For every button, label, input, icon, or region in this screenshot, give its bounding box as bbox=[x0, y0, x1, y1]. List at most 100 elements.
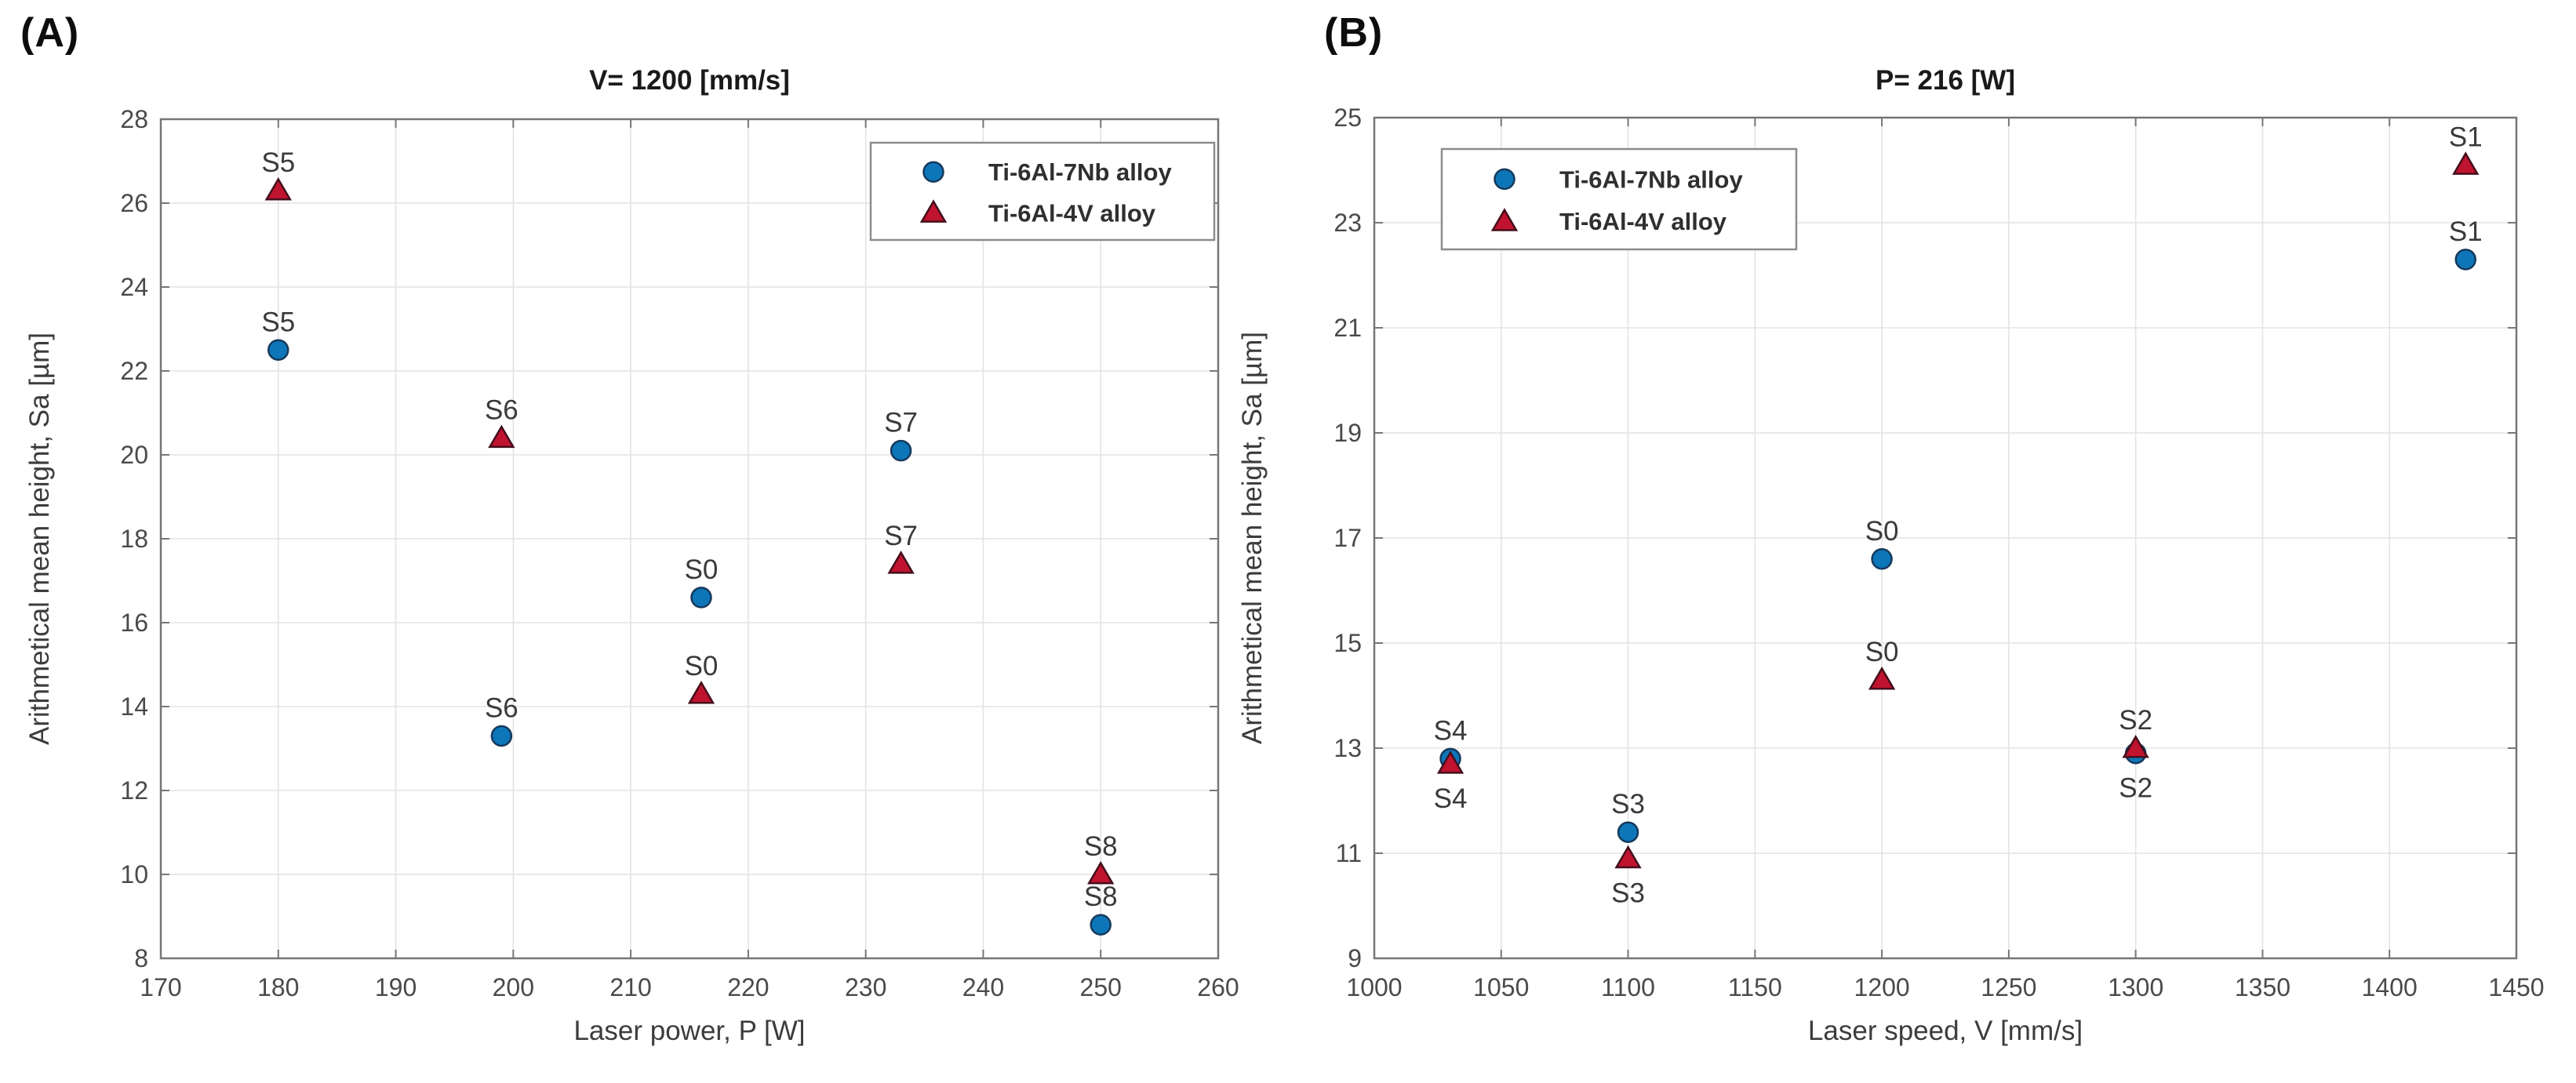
y-tick-label: 28 bbox=[120, 105, 148, 133]
x-tick-label: 1250 bbox=[1981, 973, 2036, 1001]
data-point-label-S3: S3 bbox=[1611, 878, 1645, 909]
legend-a: Ti-6Al-7Nb alloy Ti-6Al-4V alloy bbox=[869, 141, 1216, 242]
data-point-marker-S0 bbox=[687, 680, 715, 704]
x-axis-label-b: Laser speed, V [mm/s] bbox=[1808, 1016, 2083, 1046]
legend-box-a bbox=[869, 141, 1216, 242]
x-tick-label: 1450 bbox=[2488, 973, 2544, 1001]
data-point-label-S6: S6 bbox=[485, 395, 518, 426]
data-point-label-S1: S1 bbox=[2449, 122, 2483, 152]
data-point-marker-S8 bbox=[1090, 914, 1112, 936]
panel-label-b: (B) bbox=[1324, 10, 1384, 56]
data-point-marker-S6 bbox=[490, 725, 513, 747]
y-tick-label: 18 bbox=[120, 525, 148, 553]
panel-a: 170 180 190 200 210 220 230 240 250 260 8 10 12 14 16 1… bbox=[24, 65, 1239, 1046]
data-point-label-S3: S3 bbox=[1611, 789, 1645, 820]
y-tick-label: 16 bbox=[120, 609, 148, 637]
legend-marker-triangle bbox=[1490, 208, 1519, 231]
data-point-marker-S7 bbox=[890, 439, 912, 462]
data-point-marker-S1 bbox=[2454, 249, 2477, 271]
ticks-a: 170 180 190 200 210 220 230 240 250 260 8 10 12 14 16 1… bbox=[120, 105, 1239, 1001]
x-tick-label: 210 bbox=[609, 973, 651, 1001]
legend-b: Ti-6Al-7Nb alloy Ti-6Al-4V alloy bbox=[1440, 147, 1798, 251]
y-tick-label: 26 bbox=[120, 189, 148, 217]
x-tick-label: 250 bbox=[1080, 973, 1122, 1001]
panel-b: 1000 1050 1100 1150 1200 1250 1300 1350 1400 1450… bbox=[1237, 65, 2545, 1046]
x-tick-label: 190 bbox=[375, 973, 417, 1001]
x-tick-label: 1100 bbox=[1601, 973, 1655, 1001]
data-point-marker-S2 bbox=[2122, 735, 2149, 758]
y-axis-label-a: Arithmetical mean height, Sa [µm] bbox=[24, 333, 55, 745]
y-axis-label-b: Arithmetical mean height, Sa [µm] bbox=[1237, 332, 1268, 744]
data-point-marker-S5 bbox=[264, 176, 292, 201]
x-tick-label: 240 bbox=[962, 973, 1004, 1001]
y-tick-label: 14 bbox=[120, 692, 148, 721]
series-a-1: S5 S6 S0 S7 S8 bbox=[261, 147, 1118, 885]
x-tick-label: 180 bbox=[257, 973, 299, 1001]
x-tick-label: 200 bbox=[493, 973, 534, 1001]
x-tick-label: 1200 bbox=[1854, 973, 1910, 1001]
data-point-label-S0: S0 bbox=[1865, 516, 1899, 547]
data-point-marker-S3 bbox=[1614, 845, 1642, 869]
data-point-label-S4: S4 bbox=[1434, 783, 1468, 814]
y-tick-label: 17 bbox=[1333, 524, 1362, 552]
data-point-marker-S6 bbox=[488, 424, 515, 449]
data-point-label-S5: S5 bbox=[261, 307, 295, 337]
y-tick-label: 21 bbox=[1333, 314, 1362, 342]
gridlines-a bbox=[160, 118, 1219, 959]
legend-entry-label: Ti-6Al-4V alloy bbox=[1559, 208, 1727, 235]
y-tick-label: 25 bbox=[1333, 104, 1362, 132]
data-point-label-S1: S1 bbox=[2449, 216, 2483, 247]
y-tick-label: 24 bbox=[120, 273, 148, 301]
legend-entry-label: Ti-6Al-7Nb alloy bbox=[988, 158, 1172, 186]
data-point-label-S6: S6 bbox=[485, 692, 518, 723]
data-point-marker-S5 bbox=[267, 339, 289, 361]
y-tick-label: 9 bbox=[1348, 944, 1362, 972]
data-point-marker-S3 bbox=[1617, 821, 1639, 843]
data-point-marker-S1 bbox=[2452, 151, 2480, 175]
x-tick-label: 1150 bbox=[1728, 973, 1782, 1001]
data-point-label-S8: S8 bbox=[1084, 881, 1118, 912]
x-axis-label-a: Laser power, P [W] bbox=[573, 1016, 805, 1046]
x-tick-label: 1000 bbox=[1346, 973, 1402, 1001]
data-point-marker-S4 bbox=[1436, 750, 1464, 774]
x-tick-label: 1350 bbox=[2235, 973, 2290, 1001]
legend-marker-circle bbox=[922, 161, 944, 183]
data-point-label-S0: S0 bbox=[685, 554, 719, 585]
y-tick-label: 20 bbox=[120, 441, 148, 469]
x-tick-label: 1300 bbox=[2108, 973, 2163, 1001]
legend-marker-circle bbox=[1494, 168, 1515, 191]
data-point-marker-S8 bbox=[1087, 861, 1115, 885]
ticks-b: 1000 1050 1100 1150 1200 1250 1300 1350 1400 1450… bbox=[1333, 104, 2544, 1001]
data-point-marker-S0 bbox=[1868, 666, 1896, 690]
series-b-1: S4 S3 S0 S2 S1 bbox=[1434, 122, 2483, 908]
y-tick-label: 13 bbox=[1333, 734, 1362, 762]
data-point-marker-S7 bbox=[887, 551, 915, 574]
y-tick-label: 22 bbox=[120, 357, 148, 385]
data-point-marker-S0 bbox=[690, 587, 712, 609]
chart-title-b: P= 216 [W] bbox=[1876, 65, 2015, 96]
data-point-label-S7: S7 bbox=[884, 521, 918, 551]
data-point-label-S2: S2 bbox=[2119, 773, 2152, 804]
data-point-label-S0: S0 bbox=[1865, 637, 1899, 667]
data-point-marker-S0 bbox=[1871, 548, 1893, 570]
panel-label-a: (A) bbox=[20, 10, 80, 56]
data-point-label-S0: S0 bbox=[685, 651, 719, 681]
chart-title-a: V= 1200 [mm/s] bbox=[589, 65, 790, 96]
y-tick-label: 8 bbox=[134, 944, 148, 972]
x-tick-label: 260 bbox=[1197, 973, 1239, 1001]
data-point-label-S4: S4 bbox=[1434, 715, 1468, 746]
y-tick-label: 12 bbox=[120, 776, 148, 805]
x-tick-label: 170 bbox=[140, 973, 181, 1001]
series-a-0: S5 S6 S0 S7 S8 bbox=[261, 307, 1118, 936]
x-tick-label: 230 bbox=[845, 973, 886, 1001]
data-point-label-S5: S5 bbox=[261, 147, 295, 178]
y-tick-label: 19 bbox=[1333, 419, 1362, 447]
y-tick-label: 23 bbox=[1333, 209, 1362, 237]
legend-marker-triangle bbox=[919, 199, 948, 223]
legend-entry-label: Ti-6Al-4V alloy bbox=[988, 199, 1156, 227]
x-tick-label: 1400 bbox=[2362, 973, 2418, 1001]
y-tick-label: 15 bbox=[1333, 629, 1362, 657]
x-tick-label: 220 bbox=[727, 973, 769, 1001]
